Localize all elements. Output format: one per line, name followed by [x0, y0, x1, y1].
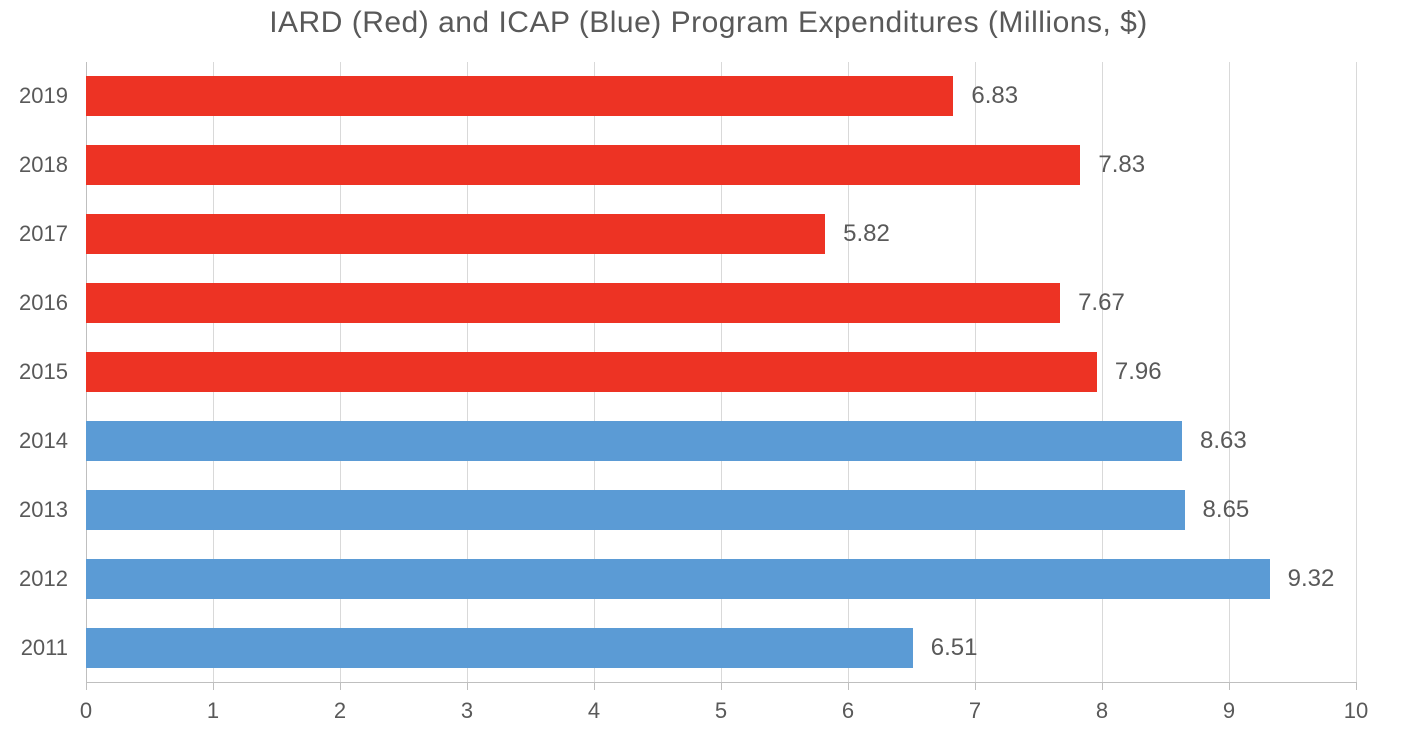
bar-group	[86, 628, 1356, 668]
y-tick-label: 2015	[19, 359, 68, 385]
bar-group	[86, 490, 1356, 530]
y-tick-label: 2019	[19, 83, 68, 109]
bar-icap	[86, 421, 1182, 461]
bar-group	[86, 352, 1356, 392]
x-tick-label: 1	[207, 698, 219, 724]
data-label: 9.32	[1288, 565, 1335, 593]
x-tick-mark	[467, 682, 468, 690]
x-tick-mark	[721, 682, 722, 690]
data-label: 6.51	[931, 634, 978, 662]
bar-group	[86, 76, 1356, 116]
x-tick-mark	[1356, 682, 1357, 690]
x-tick-label: 5	[715, 698, 727, 724]
x-tick-label: 0	[80, 698, 92, 724]
y-tick-label: 2011	[21, 635, 68, 661]
bar-group	[86, 559, 1356, 599]
data-label: 7.83	[1098, 151, 1145, 179]
x-tick-label: 8	[1096, 698, 1108, 724]
x-tick-label: 3	[461, 698, 473, 724]
x-tick-mark	[594, 682, 595, 690]
y-tick-label: 2014	[19, 428, 68, 454]
x-axis	[86, 682, 1356, 683]
x-tick-mark	[848, 682, 849, 690]
x-tick-label: 4	[588, 698, 600, 724]
bar-iard	[86, 214, 825, 254]
x-tick-label: 2	[334, 698, 346, 724]
x-tick-label: 6	[842, 698, 854, 724]
x-tick-mark	[1229, 682, 1230, 690]
data-label: 7.67	[1078, 289, 1125, 317]
chart-title: IARD (Red) and ICAP (Blue) Program Expen…	[0, 6, 1417, 40]
x-tick-mark	[213, 682, 214, 690]
bar-iard	[86, 76, 953, 116]
y-tick-label: 2012	[19, 566, 68, 592]
x-tick-label: 9	[1223, 698, 1235, 724]
y-tick-label: 2018	[19, 152, 68, 178]
plot-area: 01234567891020196.8320187.8320175.822016…	[86, 62, 1356, 682]
bar-iard	[86, 145, 1080, 185]
data-label: 8.65	[1203, 496, 1250, 524]
bar-group	[86, 421, 1356, 461]
x-tick-label: 10	[1344, 698, 1368, 724]
data-label: 6.83	[971, 82, 1018, 110]
bar-icap	[86, 628, 913, 668]
x-tick-mark	[86, 682, 87, 690]
bar-group	[86, 283, 1356, 323]
y-tick-label: 2017	[19, 221, 68, 247]
data-label: 5.82	[843, 220, 890, 248]
chart-container: IARD (Red) and ICAP (Blue) Program Expen…	[0, 0, 1417, 741]
y-tick-label: 2016	[19, 290, 68, 316]
data-label: 8.63	[1200, 427, 1247, 455]
y-tick-label: 2013	[19, 497, 68, 523]
data-label: 7.96	[1115, 358, 1162, 386]
x-tick-mark	[1102, 682, 1103, 690]
bar-group	[86, 145, 1356, 185]
x-tick-mark	[975, 682, 976, 690]
gridline	[1356, 62, 1357, 682]
bar-icap	[86, 490, 1185, 530]
bar-iard	[86, 352, 1097, 392]
bar-iard	[86, 283, 1060, 323]
bar-group	[86, 214, 1356, 254]
x-tick-label: 7	[969, 698, 981, 724]
bar-icap	[86, 559, 1270, 599]
x-tick-mark	[340, 682, 341, 690]
